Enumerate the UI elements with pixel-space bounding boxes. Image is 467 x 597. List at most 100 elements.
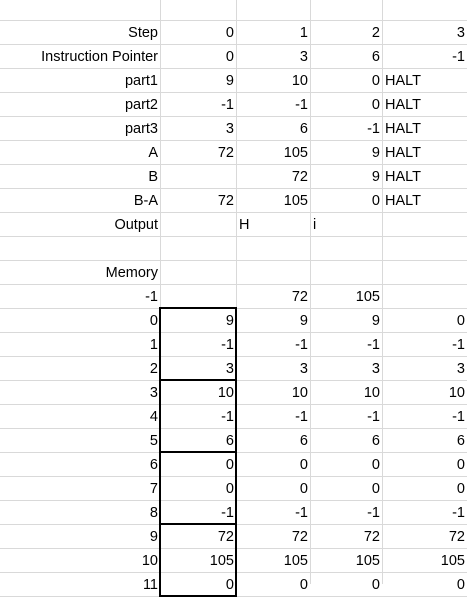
row-label-cell[interactable]: 9 [149, 529, 158, 545]
value-cell[interactable]: 105 [440, 553, 465, 569]
value-cell[interactable]: 0 [225, 49, 234, 65]
row-label-cell[interactable]: 7 [149, 481, 158, 497]
value-cell[interactable]: -1 [295, 505, 308, 521]
value-cell[interactable]: 0 [456, 577, 465, 593]
value-cell[interactable]: 0 [299, 577, 308, 593]
value-cell[interactable] [237, 261, 310, 285]
value-cell[interactable]: 3 [456, 25, 465, 41]
value-cell[interactable] [311, 261, 382, 285]
value-cell[interactable]: 0 [299, 481, 308, 497]
value-cell[interactable]: 105 [283, 145, 308, 161]
value-cell[interactable]: 105 [355, 553, 380, 569]
value-cell[interactable]: 72 [217, 529, 234, 545]
row-label-cell[interactable]: 8 [149, 505, 158, 521]
value-cell[interactable]: 0 [456, 457, 465, 473]
value-cell[interactable] [383, 261, 467, 285]
value-cell[interactable]: 3 [225, 361, 234, 377]
value-cell[interactable]: HALT [385, 145, 421, 161]
row-label-cell[interactable]: B-A [133, 193, 158, 209]
value-cell[interactable]: -1 [367, 409, 380, 425]
value-cell[interactable]: 3 [299, 49, 308, 65]
value-cell[interactable]: 0 [371, 97, 380, 113]
value-cell[interactable]: -1 [295, 97, 308, 113]
value-cell[interactable]: 3 [371, 361, 380, 377]
value-cell[interactable]: 72 [363, 529, 380, 545]
value-cell[interactable]: 72 [291, 289, 308, 305]
row-label-cell[interactable]: part2 [124, 97, 158, 113]
value-cell[interactable]: HALT [385, 73, 421, 89]
value-cell[interactable]: -1 [367, 505, 380, 521]
value-cell[interactable]: 9 [299, 313, 308, 329]
value-cell[interactable]: -1 [367, 337, 380, 353]
value-cell[interactable]: 9 [371, 169, 380, 185]
row-label-cell[interactable]: Output [114, 217, 158, 233]
value-cell[interactable]: 72 [291, 169, 308, 185]
row-label-cell[interactable]: 0 [149, 313, 158, 329]
row-label-cell[interactable]: 2 [149, 361, 158, 377]
value-cell[interactable]: 6 [299, 433, 308, 449]
value-cell[interactable]: 0 [371, 73, 380, 89]
value-cell[interactable] [311, 237, 382, 261]
value-cell[interactable]: HALT [385, 169, 421, 185]
row-label-cell[interactable]: Step [128, 25, 158, 41]
value-cell[interactable]: 0 [225, 25, 234, 41]
value-cell[interactable]: -1 [221, 409, 234, 425]
value-cell[interactable]: -1 [295, 337, 308, 353]
value-cell[interactable] [383, 237, 467, 261]
row-label-cell[interactable]: part1 [124, 73, 158, 89]
value-cell[interactable]: 3 [456, 361, 465, 377]
value-cell[interactable]: 3 [299, 361, 308, 377]
row-label-cell[interactable]: Memory [105, 265, 158, 281]
value-cell[interactable]: H [239, 217, 250, 233]
value-cell[interactable]: -1 [367, 121, 380, 137]
value-cell[interactable]: 72 [217, 193, 234, 209]
value-cell[interactable]: 6 [299, 121, 308, 137]
value-cell[interactable] [383, 213, 467, 237]
value-cell[interactable]: 9 [371, 313, 380, 329]
value-cell[interactable]: 2 [371, 25, 380, 41]
value-cell[interactable]: HALT [385, 121, 421, 137]
value-cell[interactable]: 72 [291, 529, 308, 545]
value-cell[interactable]: -1 [452, 337, 465, 353]
value-cell[interactable]: -1 [452, 409, 465, 425]
row-label-cell[interactable] [1, 237, 160, 261]
value-cell[interactable] [237, 237, 310, 261]
value-cell[interactable]: -1 [221, 505, 234, 521]
value-cell[interactable]: -1 [452, 505, 465, 521]
value-cell[interactable]: 0 [299, 457, 308, 473]
value-cell[interactable] [161, 261, 236, 285]
value-cell[interactable]: 10 [217, 385, 234, 401]
row-label-cell[interactable]: 5 [149, 433, 158, 449]
row-label-cell[interactable]: B [148, 169, 158, 185]
row-label-cell[interactable]: Instruction Pointer [41, 49, 158, 65]
row-label-cell[interactable]: 11 [142, 577, 158, 593]
value-cell[interactable]: 0 [225, 481, 234, 497]
value-cell[interactable]: i [313, 217, 317, 233]
value-cell[interactable]: 0 [225, 457, 234, 473]
value-cell[interactable]: 0 [371, 193, 380, 209]
value-cell[interactable] [383, 285, 467, 309]
value-cell[interactable]: 6 [456, 433, 465, 449]
value-cell[interactable] [161, 213, 236, 237]
value-cell[interactable]: 6 [371, 49, 380, 65]
value-cell[interactable] [161, 165, 236, 189]
value-cell[interactable] [161, 285, 236, 309]
value-cell[interactable]: 9 [225, 313, 234, 329]
value-cell[interactable]: 9 [225, 73, 234, 89]
value-cell[interactable]: -1 [221, 337, 234, 353]
value-cell[interactable]: 10 [291, 73, 308, 89]
row-label-cell[interactable]: 3 [149, 385, 158, 401]
value-cell[interactable]: -1 [221, 97, 234, 113]
value-cell[interactable]: 3 [225, 121, 234, 137]
row-label-cell[interactable]: 4 [149, 409, 158, 425]
value-cell[interactable]: 0 [371, 577, 380, 593]
row-label-cell[interactable]: 1 [149, 337, 158, 353]
value-cell[interactable]: 0 [371, 481, 380, 497]
value-cell[interactable]: HALT [385, 193, 421, 209]
value-cell[interactable]: -1 [295, 409, 308, 425]
value-cell[interactable]: 72 [217, 145, 234, 161]
value-cell[interactable]: 105 [355, 289, 380, 305]
value-cell[interactable]: 6 [225, 433, 234, 449]
value-cell[interactable]: 105 [283, 193, 308, 209]
